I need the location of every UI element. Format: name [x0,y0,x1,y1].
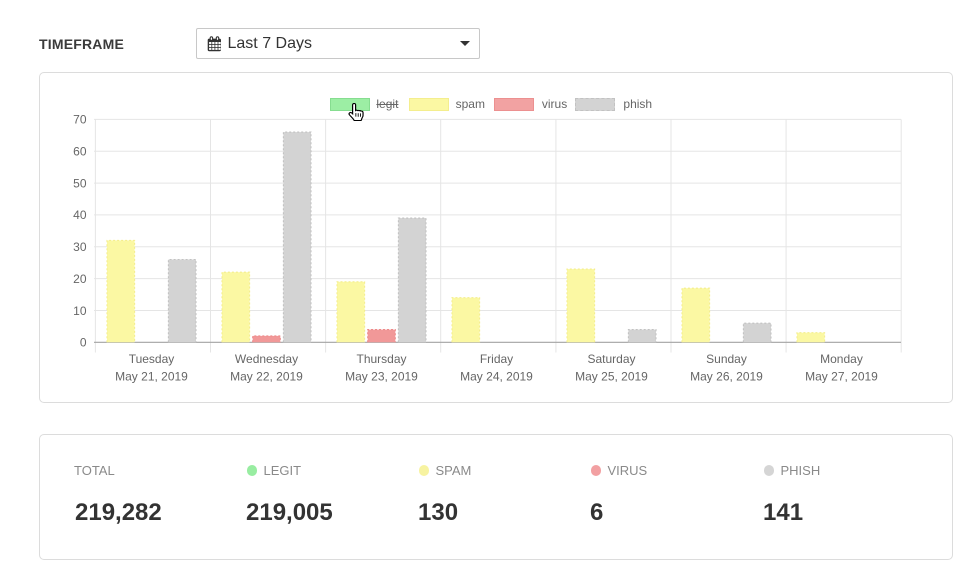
svg-text:Monday: Monday [820,352,863,366]
svg-text:May 25, 2019: May 25, 2019 [575,369,648,383]
svg-text:Friday: Friday [480,352,513,366]
svg-text:10: 10 [73,304,87,318]
svg-text:Wednesday: Wednesday [235,352,298,366]
svg-text:May 21, 2019: May 21, 2019 [115,369,188,383]
svg-text:Sunday: Sunday [706,352,747,366]
svg-text:40: 40 [73,208,87,222]
svg-text:20: 20 [73,272,87,286]
svg-text:70: 70 [73,113,87,127]
svg-text:Tuesday: Tuesday [129,352,175,366]
svg-text:May 22, 2019: May 22, 2019 [230,369,303,383]
svg-text:60: 60 [73,145,87,159]
svg-text:50: 50 [73,176,87,190]
svg-text:0: 0 [80,336,87,350]
svg-text:May 23, 2019: May 23, 2019 [345,369,418,383]
svg-text:May 26, 2019: May 26, 2019 [690,369,763,383]
svg-text:May 24, 2019: May 24, 2019 [460,369,533,383]
svg-text:Saturday: Saturday [587,352,635,366]
svg-text:30: 30 [73,240,87,254]
svg-text:Thursday: Thursday [356,352,406,366]
svg-text:May 27, 2019: May 27, 2019 [805,369,878,383]
